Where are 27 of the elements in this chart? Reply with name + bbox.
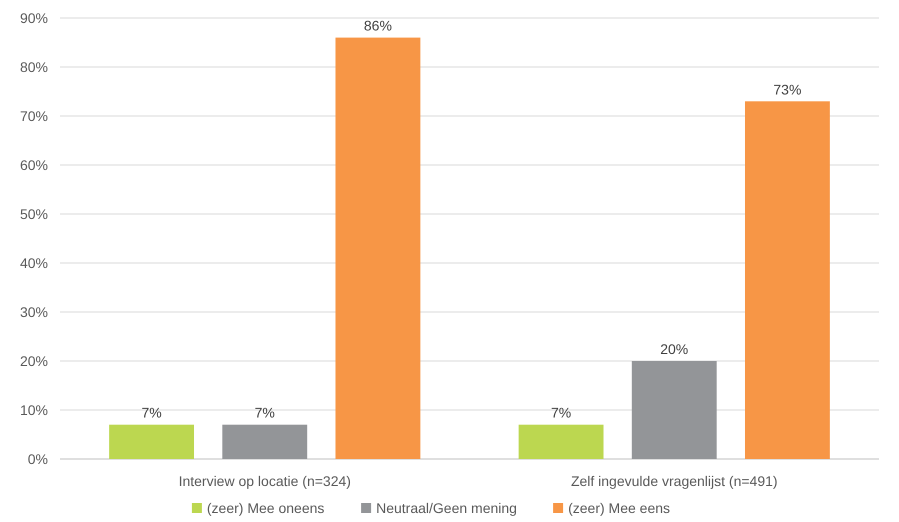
y-tick-label: 50% (20, 206, 48, 222)
data-label: 7% (254, 404, 275, 421)
data-label: 7% (550, 404, 572, 421)
legend-label: Neutraal/Geen mening (376, 500, 517, 516)
y-tick-label: 70% (20, 108, 48, 124)
bar (109, 424, 194, 459)
legend-label: (zeer) Mee oneens (206, 500, 324, 516)
y-tick-label: 30% (20, 304, 48, 320)
y-tick-label: 20% (20, 352, 48, 369)
data-label: 86% (364, 18, 392, 34)
data-label: 20% (660, 341, 688, 357)
y-tick-label: 10% (20, 402, 48, 418)
legend-label: (zeer) Mee eens (568, 500, 670, 516)
bar (744, 101, 830, 459)
x-tick-label: Zelf ingevulde vragenlijst (n=491) (570, 473, 778, 489)
y-tick-label: 0% (28, 450, 48, 467)
data-label: 7% (141, 404, 162, 421)
bar (518, 424, 604, 459)
y-tick-label: 90% (20, 10, 48, 26)
y-tick-label: 60% (20, 156, 48, 173)
bar (632, 361, 717, 459)
bar (335, 38, 420, 459)
x-tick-label: Interview op locatie (n=324) (178, 473, 351, 489)
y-tick-label: 80% (20, 58, 48, 75)
y-tick-label: 40% (20, 254, 48, 271)
data-label: 73% (773, 81, 802, 98)
bar (222, 424, 308, 459)
